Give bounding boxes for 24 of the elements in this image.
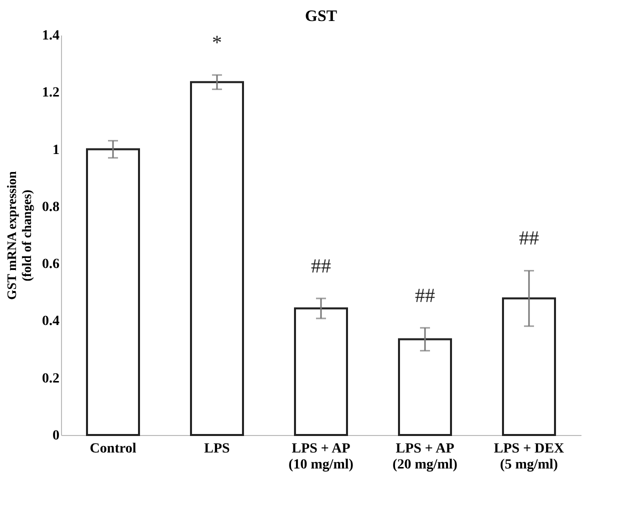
annotation: ## (311, 255, 331, 278)
bar (190, 81, 244, 436)
y-tick-label: 0.6 (42, 257, 60, 272)
y-tick-label: 0.2 (42, 371, 60, 386)
x-tick-label: LPS + DEX (5 mg/ml) (494, 442, 564, 472)
x-tick-label: Control (90, 442, 136, 456)
y-tick-label: 0.8 (42, 200, 60, 215)
y-tick-label: 0.4 (42, 314, 60, 330)
bar (86, 148, 140, 436)
bar (502, 297, 556, 436)
x-tick-label: LPS (204, 442, 230, 456)
y-axis-title: GST mRNA expression (fold of changes) (4, 170, 34, 300)
annotation: ## (415, 284, 435, 307)
chart-title: GST (304, 8, 338, 25)
annotation: ## (519, 228, 539, 250)
x-tick-label: LPS + AP (20 mg/ml) (392, 442, 458, 472)
y-tick-label: 0 (52, 428, 60, 444)
bar (398, 338, 452, 436)
bar (294, 307, 348, 436)
x-tick-label: LPS + AP (10 mg/ml) (288, 442, 354, 472)
y-tick-label: 1.4 (42, 28, 60, 44)
y-tick-label: 1 (52, 142, 60, 158)
y-tick-label: 1.2 (42, 86, 60, 101)
annotation: * (212, 32, 222, 54)
